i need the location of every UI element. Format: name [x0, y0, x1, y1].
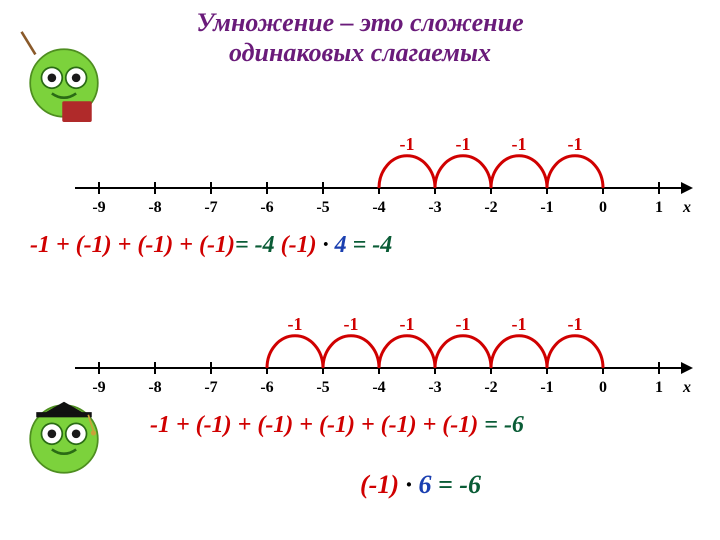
- title-line-1: Умножение – это сложение: [0, 8, 720, 38]
- equation-part: -1 + (-1) + (-1) + (-1): [30, 232, 235, 258]
- number-line: -9-8-7-6-5-4-3-2-101x-1-1-1-1: [75, 178, 695, 218]
- axis-variable: x: [682, 199, 691, 216]
- arc-label: -1: [512, 134, 527, 154]
- jump-arc: [379, 156, 435, 188]
- jump-arc: [435, 336, 491, 368]
- jump-arc: [547, 336, 603, 368]
- jump-arc: [379, 336, 435, 368]
- jump-arc: [435, 156, 491, 188]
- equation-part: (-1): [281, 232, 323, 258]
- equation-part: = -4: [353, 232, 393, 258]
- arc-label: -1: [344, 314, 359, 334]
- equation-part: = -6: [438, 470, 481, 499]
- jump-arc: [491, 336, 547, 368]
- number-line: -9-8-7-6-5-4-3-2-101x-1-1-1-1-1-1: [75, 358, 695, 398]
- tick-label: -6: [260, 379, 273, 396]
- arc-label: -1: [456, 134, 471, 154]
- title-line-2: одинаковых слагаемых: [0, 38, 720, 68]
- tick-label: 0: [599, 379, 607, 396]
- equation: -1 + (-1) + (-1) + (-1)= -4 (-1) · 4 = -…: [30, 232, 392, 259]
- tick-label: -3: [428, 379, 441, 396]
- tick-label: -5: [316, 379, 329, 396]
- mascot-icon: [25, 400, 103, 478]
- arc-label: -1: [512, 314, 527, 334]
- jump-arc: [491, 156, 547, 188]
- tick-label: 1: [655, 379, 663, 396]
- tick-label: -9: [92, 199, 105, 216]
- jump-arc: [267, 336, 323, 368]
- tick-label: -6: [260, 199, 273, 216]
- tick-label: -4: [372, 199, 385, 216]
- tick-label: -1: [540, 379, 553, 396]
- axis-variable: x: [682, 379, 691, 396]
- tick-label: -1: [540, 199, 553, 216]
- tick-label: -5: [316, 199, 329, 216]
- equation-part: -1 + (-1) + (-1) + (-1) + (-1) + (-1): [150, 412, 484, 438]
- tick-label: -2: [484, 379, 497, 396]
- tick-label: -2: [484, 199, 497, 216]
- tick-label: -7: [204, 199, 217, 216]
- mascot-icon: [25, 44, 103, 122]
- equation-part: = -4: [235, 232, 281, 258]
- arc-label: -1: [400, 314, 415, 334]
- arc-label: -1: [288, 314, 303, 334]
- tick-label: -8: [148, 379, 161, 396]
- equation: (-1) · 6 = -6: [360, 470, 481, 500]
- tick-label: 0: [599, 199, 607, 216]
- equation-part: 4: [335, 232, 353, 258]
- tick-label: -4: [372, 379, 385, 396]
- equation-part: (-1): [360, 470, 405, 499]
- tick-label: 1: [655, 199, 663, 216]
- tick-label: -7: [204, 379, 217, 396]
- equation-part: ·: [323, 232, 335, 258]
- arc-label: -1: [568, 134, 583, 154]
- equation: -1 + (-1) + (-1) + (-1) + (-1) + (-1) = …: [150, 412, 524, 439]
- tick-label: -3: [428, 199, 441, 216]
- jump-arc: [547, 156, 603, 188]
- jump-arc: [323, 336, 379, 368]
- equation-part: = -6: [484, 412, 524, 438]
- tick-label: -8: [148, 199, 161, 216]
- arc-label: -1: [400, 134, 415, 154]
- arc-label: -1: [456, 314, 471, 334]
- tick-label: -9: [92, 379, 105, 396]
- equation-part: 6: [418, 470, 438, 499]
- equation-part: ·: [405, 470, 418, 499]
- arc-label: -1: [568, 314, 583, 334]
